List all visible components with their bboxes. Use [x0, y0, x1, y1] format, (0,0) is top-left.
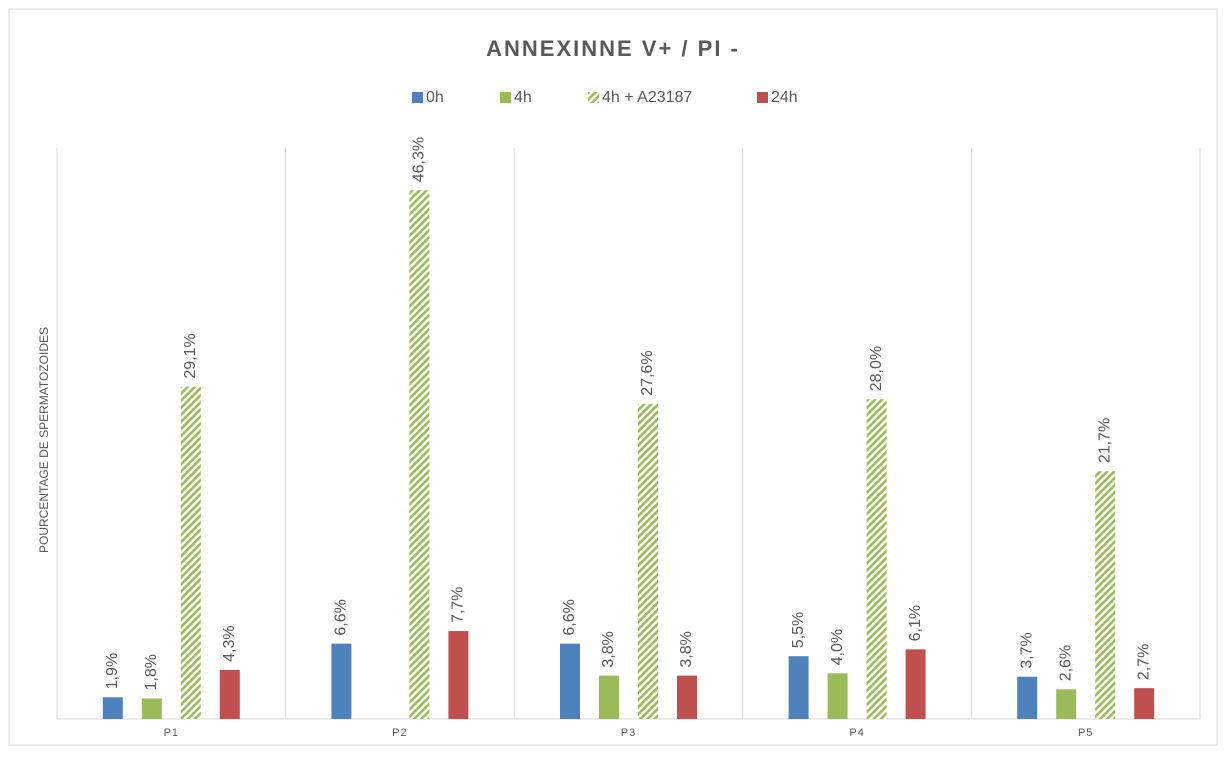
data-label: 2,6%: [1057, 645, 1074, 681]
bar: [638, 403, 658, 719]
data-label: 6,6%: [561, 599, 578, 635]
bar: [599, 675, 619, 719]
data-label: 3,7%: [1018, 632, 1035, 668]
data-label: 2,7%: [1135, 644, 1152, 680]
bar: [102, 697, 123, 719]
chart-title: ANNEXINNE V+ / PI -: [486, 36, 740, 61]
data-label: 46,3%: [411, 137, 428, 182]
bar: [180, 386, 201, 719]
data-label: 3,8%: [600, 631, 617, 667]
data-label: 6,1%: [907, 605, 924, 641]
data-label: 4,0%: [829, 629, 846, 665]
bar: [219, 669, 240, 719]
bar: [1095, 471, 1116, 719]
bar: [448, 631, 469, 719]
bar: [866, 399, 887, 719]
x-tick-label: P2: [392, 727, 407, 739]
legend-swatch: [757, 92, 768, 103]
data-label: 27,6%: [639, 350, 656, 395]
legend-label: 4h + A23187: [602, 89, 692, 106]
data-label: 3,8%: [678, 631, 695, 667]
legend-label: 0h: [426, 89, 444, 106]
x-tick-label: P3: [621, 727, 636, 739]
data-label: 28,0%: [868, 346, 885, 391]
legend-swatch: [588, 92, 599, 103]
bar: [905, 649, 926, 719]
data-label: 6,6%: [333, 599, 350, 635]
data-label: 7,7%: [450, 587, 467, 623]
data-label: 1,8%: [143, 654, 160, 690]
legend-swatch: [500, 92, 511, 103]
bar: [141, 698, 162, 719]
data-label: 21,7%: [1096, 418, 1113, 463]
bar: [1017, 676, 1038, 719]
data-label: 4,3%: [221, 625, 238, 661]
legend-label: 24h: [771, 89, 798, 106]
bar: [788, 656, 809, 719]
bar: [677, 675, 697, 719]
data-label: 1,9%: [104, 653, 121, 689]
bar: [827, 673, 848, 719]
x-tick-label: P1: [164, 727, 179, 739]
data-label: 5,5%: [790, 612, 807, 648]
legend-label: 4h: [514, 89, 532, 106]
y-axis-label: POURCENTAGE DE SPERMATOZOIDES: [37, 327, 51, 553]
legend-swatch: [412, 92, 423, 103]
bar: [331, 643, 352, 719]
bar: [1134, 688, 1155, 719]
data-label: 29,1%: [182, 333, 199, 378]
bar: [560, 643, 580, 719]
bar: [1056, 689, 1077, 719]
x-tick-label: P5: [1078, 727, 1093, 739]
x-tick-label: P4: [849, 727, 864, 739]
bar: [409, 190, 430, 719]
chart-frame: [8, 8, 1218, 746]
